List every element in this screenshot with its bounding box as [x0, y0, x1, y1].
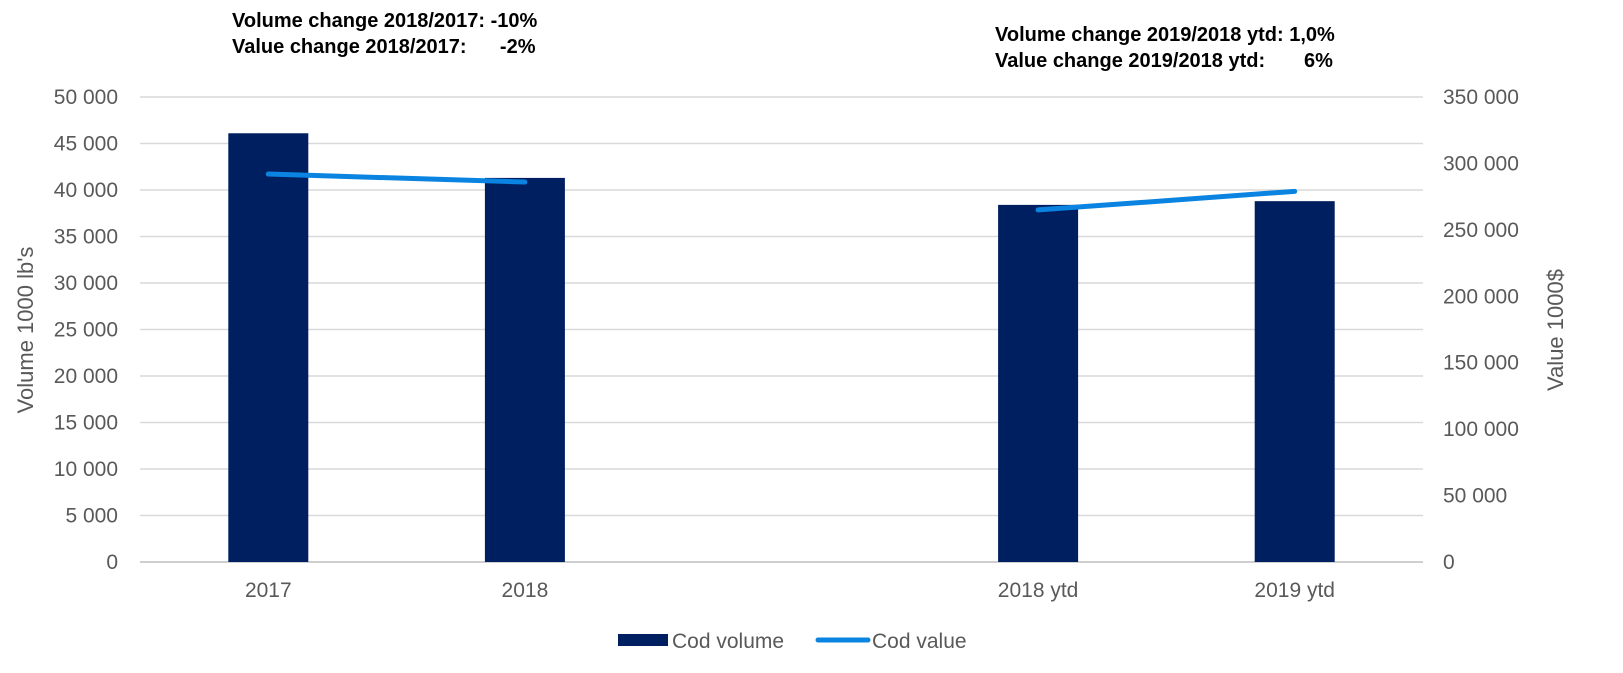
x-tick-label: 2019 ytd	[1254, 579, 1335, 602]
bar-cod-volume	[998, 204, 1079, 562]
legend-label-cod-value: Cod value	[872, 630, 967, 653]
right-y-tick-label: 100 000	[1443, 418, 1519, 441]
left-y-tick-label: 0	[106, 551, 118, 574]
right-y-axis-title: Value 1000$	[1543, 269, 1568, 391]
x-tick-label: 2018	[502, 579, 549, 602]
left-y-tick-label: 15 000	[54, 412, 118, 435]
x-tick-label: 2018 ytd	[998, 579, 1079, 602]
line-cod-value	[265, 171, 528, 185]
right-y-axis-ticks: 0 50 000 100 000 150 000 200 000 250 000 300 0…	[1443, 86, 1519, 574]
bar-cod-volume	[1254, 201, 1335, 562]
legend-swatch-cod-volume	[618, 634, 668, 646]
right-y-tick-label: 250 000	[1443, 219, 1519, 242]
left-y-tick-label: 40 000	[54, 179, 118, 202]
annotation-value-change-2019-2018-ytd: Value change 2019/2018 ytd: 6%	[995, 50, 1333, 72]
annotation-value-change-2018-2017: Value change 2018/2017: -2%	[232, 36, 536, 58]
right-y-tick-label: 200 000	[1443, 285, 1519, 308]
left-y-tick-label: 50 000	[54, 86, 118, 109]
right-y-tick-label: 350 000	[1443, 86, 1519, 109]
x-axis-ticks: 2017 2018 2018 ytd 2019 ytd	[245, 579, 1335, 602]
legend: Cod volume Cod value	[618, 630, 967, 653]
left-y-axis-ticks: 0 5 000 10 000 15 000 20 000 25 000 30 000 35 0…	[54, 86, 118, 574]
bar-cod-volume	[484, 177, 565, 562]
right-y-tick-label: 50 000	[1443, 485, 1507, 508]
left-y-tick-label: 20 000	[54, 365, 118, 388]
left-y-tick-label: 35 000	[54, 226, 118, 249]
line-series-cod-value	[265, 171, 1298, 213]
annotation-volume-change-2019-2018-ytd: Volume change 2019/2018 ytd: 1,0%	[995, 24, 1335, 46]
left-y-tick-label: 10 000	[54, 458, 118, 481]
line-cod-value	[1035, 188, 1298, 213]
gridlines	[140, 96, 1423, 563]
left-y-tick-label: 30 000	[54, 272, 118, 295]
left-y-tick-label: 25 000	[54, 319, 118, 342]
bar-series-cod-volume	[228, 133, 1335, 562]
left-y-tick-label: 45 000	[54, 133, 118, 156]
bar-cod-volume	[228, 133, 309, 562]
legend-label-cod-volume: Cod volume	[672, 630, 784, 653]
annotation-volume-change-2018-2017: Volume change 2018/2017: -10%	[232, 10, 538, 32]
x-tick-label: 2017	[245, 579, 292, 602]
left-y-axis-title: Volume 1000 lb's	[13, 247, 38, 414]
right-y-tick-label: 300 000	[1443, 152, 1519, 175]
right-y-tick-label: 150 000	[1443, 352, 1519, 375]
left-y-tick-label: 5 000	[65, 505, 118, 528]
right-y-tick-label: 0	[1443, 551, 1455, 574]
